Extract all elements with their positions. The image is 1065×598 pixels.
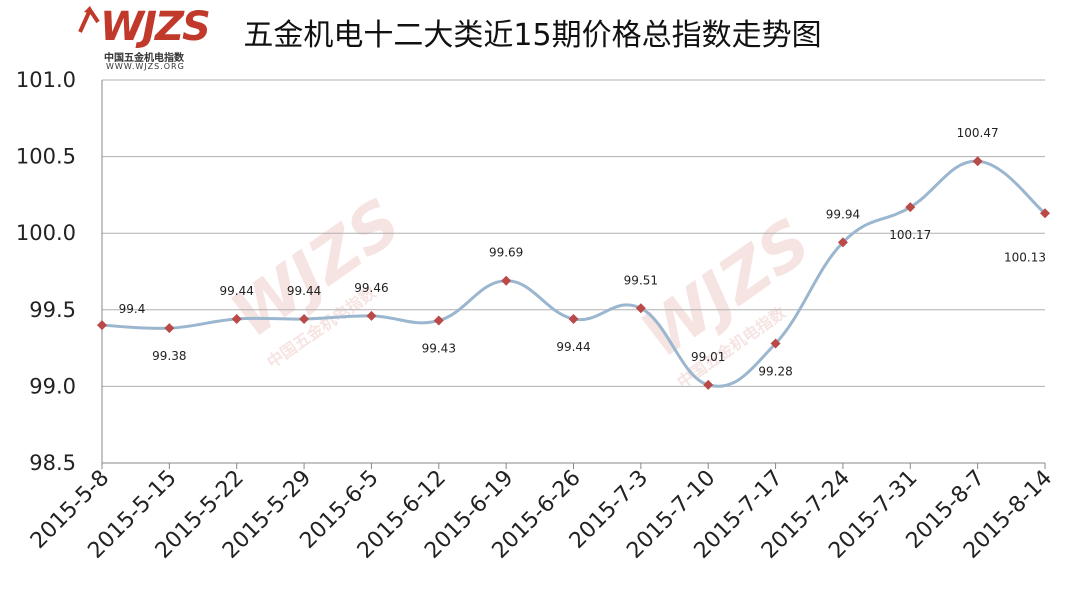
logo-cn-text: 中国五金机电指数 xyxy=(104,53,184,64)
y-tick-label: 100.0 xyxy=(16,221,76,245)
data-label: 100.17 xyxy=(889,228,931,242)
chart-title: 五金机电十二大类近15期价格总指数走势图 xyxy=(243,18,822,53)
logo-mark: WJZS xyxy=(100,4,211,50)
data-point-marker xyxy=(164,323,175,334)
series-line xyxy=(101,159,1046,388)
data-point-marker xyxy=(1040,208,1050,219)
data-label: 99.4 xyxy=(119,302,146,316)
data-label: 99.44 xyxy=(556,340,590,354)
data-label: 99.51 xyxy=(624,273,658,287)
data-point-marker xyxy=(299,313,310,324)
logo-url-text: WWW.WJZS.ORG xyxy=(106,62,185,71)
data-point-marker xyxy=(905,202,916,213)
data-label: 100.47 xyxy=(957,126,999,140)
y-tick-label: 101.0 xyxy=(16,68,76,92)
data-point-marker xyxy=(568,313,579,324)
data-point-marker xyxy=(433,315,444,326)
data-label: 99.28 xyxy=(758,365,792,379)
data-point-marker xyxy=(770,338,781,349)
logo-arrow-icon xyxy=(78,5,100,33)
data-point-marker xyxy=(837,237,848,248)
y-tick-label: 98.5 xyxy=(29,451,76,475)
data-label: 99.94 xyxy=(826,207,860,221)
data-point-marker xyxy=(635,303,646,314)
data-label: 99.46 xyxy=(354,281,388,295)
wjzs-logo: WJZS 中国五金机电指数 WWW.WJZS.ORG xyxy=(78,4,211,74)
data-label: 100.13 xyxy=(1004,250,1046,264)
data-point-marker xyxy=(97,320,107,331)
y-tick-label: 100.5 xyxy=(16,145,76,169)
data-point-marker xyxy=(501,275,512,286)
data-label: 99.69 xyxy=(489,246,523,260)
y-tick-label: 99.5 xyxy=(29,298,76,322)
data-label: 99.44 xyxy=(220,284,254,298)
y-tick-label: 99.0 xyxy=(29,374,76,398)
data-point-marker xyxy=(231,313,242,324)
data-point-marker xyxy=(366,310,377,321)
data-point-marker xyxy=(703,379,714,390)
data-label: 99.44 xyxy=(287,284,321,298)
data-label: 99.38 xyxy=(152,349,186,363)
data-label: 99.01 xyxy=(691,350,725,364)
data-label: 99.43 xyxy=(422,342,456,356)
data-point-marker xyxy=(972,156,983,167)
